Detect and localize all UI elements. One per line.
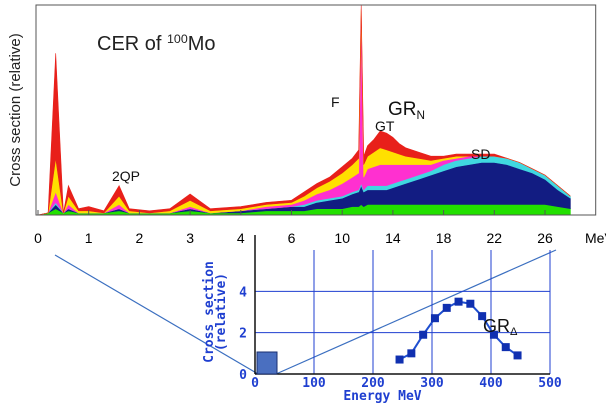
annotation-text: Mo — [188, 33, 216, 55]
annotation: 2QP — [112, 168, 140, 184]
data-point — [407, 349, 416, 358]
x-tick-label: 300 — [420, 376, 444, 391]
x-tick-label: 1 — [85, 230, 93, 246]
annotation: GT — [375, 118, 395, 134]
annotation-text: GR — [483, 316, 510, 336]
x-tick-label: 22 — [487, 230, 503, 246]
y-tick-label: 0 — [239, 368, 247, 383]
y-tick-label: 2 — [239, 327, 247, 342]
x-tick-label: 26 — [537, 230, 553, 246]
y-axis-label-line: (relative) — [214, 273, 229, 351]
zoom-region — [256, 351, 278, 375]
annotation-text: GR — [388, 99, 417, 120]
x-tick-label: 500 — [538, 376, 562, 391]
x-axis-unit: MeV — [585, 230, 606, 246]
annotation: F — [331, 94, 340, 110]
x-tick-label: 400 — [479, 376, 503, 391]
annotation-sup: 100 — [167, 32, 188, 46]
zoom-connector — [54, 254, 259, 375]
plot-frame — [35, 4, 597, 216]
data-point — [454, 297, 463, 306]
spectrum-chart: 0 1 2 3 4 6 10 14 18 22 26 MeV Cross section (relati… — [7, 4, 606, 246]
y-axis-label: Cross section(relative) — [202, 261, 229, 363]
data-point — [430, 314, 439, 323]
data-point — [466, 299, 475, 308]
y-tick-label: 4 — [239, 285, 247, 300]
zoom-connector — [275, 249, 557, 375]
annotation-text: CER of — [97, 33, 167, 55]
x-tick-label: 14 — [385, 230, 401, 246]
areas — [37, 5, 571, 215]
annotation-sub: Δ — [510, 326, 518, 338]
x-tick-label: 0 — [251, 376, 259, 391]
annotation: SD — [471, 146, 490, 162]
x-tick-label: 2 — [136, 230, 144, 246]
x-tick-label: 6 — [288, 230, 296, 246]
y-axis-label: Cross section (relative) — [7, 33, 24, 186]
data-point — [395, 355, 404, 364]
data-point — [513, 351, 522, 360]
annotation: CER of 100Mo — [97, 32, 216, 55]
annotation-sub: N — [417, 109, 426, 122]
y-axis-label-line: Cross section — [202, 261, 217, 363]
x-tick-label: 0 — [34, 230, 42, 246]
x-tick-label: 200 — [361, 376, 385, 391]
data-point — [489, 330, 498, 339]
data-point — [419, 330, 428, 339]
x-tick-label: 4 — [237, 230, 245, 246]
data-point — [501, 343, 510, 352]
x-tick-label: 10 — [334, 230, 350, 246]
x-tick-label: 100 — [302, 376, 326, 391]
stacked-area — [37, 5, 571, 215]
data-point — [442, 303, 451, 312]
x-tick-label: 3 — [186, 230, 194, 246]
annotation: GRΔ — [483, 316, 518, 338]
annotation: GRN — [388, 99, 425, 122]
x-axis-label: Energy MeV — [343, 389, 421, 404]
x-tick-label: 18 — [436, 230, 452, 246]
data-point — [478, 312, 487, 321]
giant-resonance-chart: 0 2 4 0 100 200 300 400 500 Energy MeV Cross secti… — [202, 235, 562, 404]
